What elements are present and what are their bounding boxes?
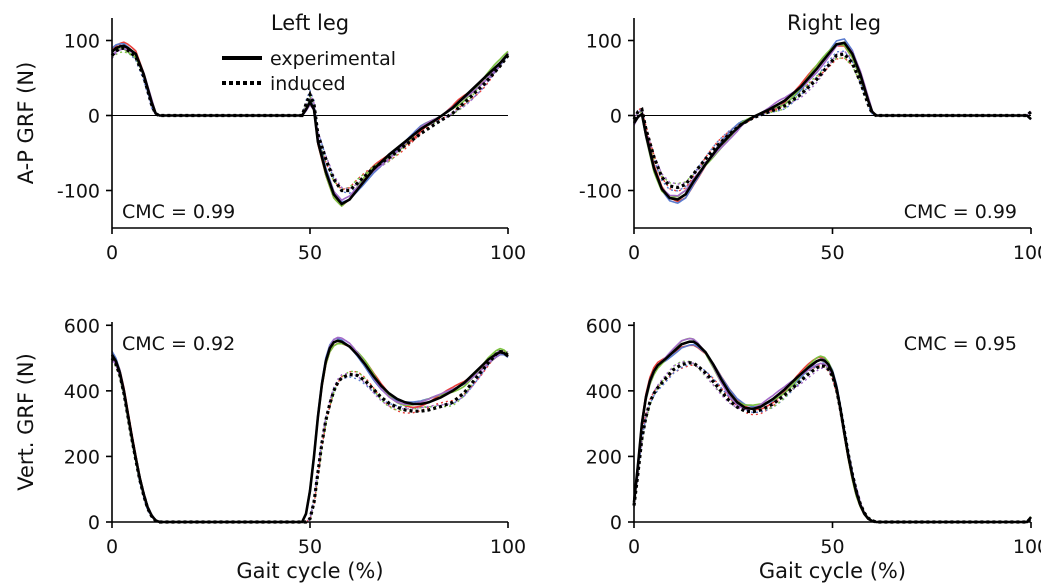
y-tick-label: 0: [610, 512, 622, 534]
series-induced-trial-1: [633, 56, 1032, 192]
series-experimental-mean: [111, 44, 509, 206]
x-tick-label: 50: [820, 242, 844, 264]
series-induced-mean: [632, 361, 1033, 524]
x-tick-label: 50: [298, 242, 322, 264]
x-tick-label: 0: [628, 536, 640, 558]
y-axis-title: Vert. GRF (N): [14, 353, 38, 491]
y-tick-label: 200: [64, 446, 100, 468]
cmc-label: CMC = 0.92: [122, 333, 235, 355]
y-tick-label: -100: [579, 181, 622, 203]
y-tick-label: -100: [57, 181, 100, 203]
cmc-label: CMC = 0.99: [904, 201, 1017, 223]
y-tick-label: 600: [586, 315, 622, 337]
panel-vert-right: 0 200 400 600 0 50 100 Gait cycle (%) CMC = 0.95: [586, 315, 1041, 583]
x-tick-label: 100: [490, 242, 526, 264]
series-experimental-trial-4: [111, 47, 509, 202]
panel-ap-left: -100 0 100 0 50 100 A-P GRF (N) CMC = 0.99: [14, 18, 526, 264]
series-induced-mean: [110, 349, 509, 524]
series-experimental-trial-3: [633, 337, 1032, 523]
x-tick-label: 100: [490, 536, 526, 558]
panel-ap-right: -100 0 100 0 50 100 CMC = 0.99: [579, 18, 1041, 264]
series-induced-trial-4: [633, 361, 1032, 523]
y-tick-label: 100: [64, 31, 100, 53]
y-tick-label: 600: [64, 315, 100, 337]
series-experimental-mean: [110, 339, 509, 524]
y-tick-label: 0: [610, 106, 622, 128]
series-induced-trial-2: [111, 48, 509, 194]
x-tick-label: 0: [106, 242, 118, 264]
series-induced-trial-3: [633, 57, 1032, 185]
y-tick-label: 400: [64, 381, 100, 403]
x-axis-title: Gait cycle (%): [236, 559, 383, 583]
series-experimental-trial-4: [633, 337, 1032, 523]
legend-entry-experimental: experimental: [270, 48, 396, 70]
x-tick-label: 50: [298, 536, 322, 558]
y-tick-label: 0: [88, 512, 100, 534]
x-tick-label: 0: [106, 536, 118, 558]
column-titles: Left leg Right leg: [271, 11, 881, 35]
series-induced-trial-3: [633, 360, 1032, 523]
legend-entry-induced: induced: [270, 73, 346, 95]
panels: -100 0 100 0 50 100 A-P GRF (N) CMC = 0.99 -100 0…: [14, 18, 1041, 583]
x-tick-label: 0: [628, 242, 640, 264]
legend: experimental induced: [222, 48, 396, 95]
series-induced-trial-4: [633, 50, 1032, 185]
panel-vert-left: 0 200 400 600 0 50 100 Vert. GRF (N) Gait cycle …: [14, 315, 526, 583]
series-induced-mean: [110, 46, 510, 193]
y-tick-label: 100: [586, 31, 622, 53]
y-tick-label: 200: [586, 446, 622, 468]
series-experimental-mean: [632, 340, 1033, 524]
y-axis-title: A-P GRF (N): [14, 62, 38, 185]
column-title-left: Left leg: [271, 11, 349, 35]
column-title-right: Right leg: [787, 11, 881, 35]
cmc-label: CMC = 0.95: [904, 333, 1017, 355]
series-induced-trial-2: [633, 50, 1032, 192]
series-induced-trial-1: [633, 364, 1032, 523]
series-experimental-mean: [632, 41, 1032, 201]
y-tick-label: 400: [586, 381, 622, 403]
cmc-label: CMC = 0.99: [122, 201, 235, 223]
x-tick-label: 100: [1013, 242, 1041, 264]
series-induced-mean: [632, 52, 1033, 190]
x-axis-title: Gait cycle (%): [759, 559, 906, 583]
x-tick-label: 50: [820, 536, 844, 558]
series-induced-trial-2: [633, 362, 1032, 523]
series-induced-trial-4: [111, 349, 509, 523]
x-tick-label: 100: [1013, 536, 1041, 558]
y-tick-label: 0: [88, 106, 100, 128]
